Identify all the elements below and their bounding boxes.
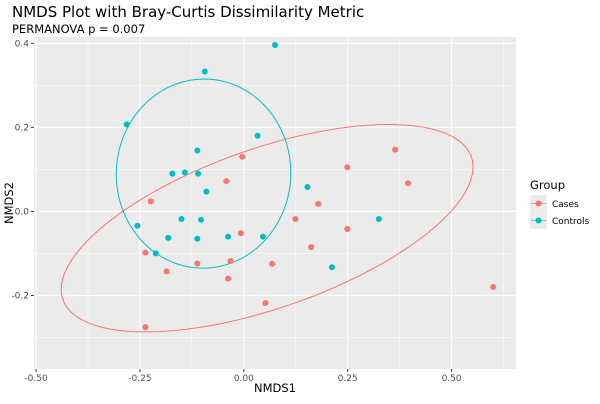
point-cases — [147, 198, 154, 205]
point-controls — [194, 235, 201, 242]
point-cases — [142, 323, 149, 330]
axes: -0.50 -0.25 0.00 0.25 0.50 -0.2 0.0 0.2 0.4 — [11, 39, 461, 384]
point-controls — [123, 121, 130, 128]
point-cases — [404, 180, 411, 187]
x-tick-label: 0.25 — [338, 374, 358, 384]
point-controls — [203, 188, 210, 195]
x-tick-label: -0.25 — [128, 374, 151, 384]
data-points — [123, 41, 497, 330]
y-tick-label: 0.0 — [15, 207, 30, 217]
point-controls — [169, 170, 176, 177]
legend-label-cases: Cases — [552, 200, 579, 210]
point-controls — [225, 233, 232, 240]
point-cases — [344, 164, 351, 171]
x-tick-label: -0.50 — [24, 374, 48, 384]
point-cases — [262, 300, 269, 307]
x-tick-label: 0.00 — [234, 374, 254, 384]
point-cases — [292, 215, 299, 222]
y-tick-label: 0.4 — [15, 39, 30, 49]
y-tick-label: -0.2 — [11, 291, 29, 301]
point-cases — [237, 230, 244, 237]
legend-title: Group — [530, 178, 565, 192]
point-controls — [152, 250, 159, 257]
plot-panel — [34, 37, 516, 369]
point-controls — [259, 233, 266, 240]
x-tick-label: 0.50 — [442, 374, 462, 384]
point-controls — [328, 264, 335, 271]
point-controls — [198, 216, 205, 223]
confidence-ellipses — [60, 78, 474, 333]
point-controls — [304, 184, 311, 191]
point-cases — [490, 284, 497, 291]
point-cases — [194, 260, 201, 267]
point-controls — [272, 41, 278, 48]
point-controls — [165, 234, 172, 241]
y-tick-label: 0.2 — [15, 123, 29, 133]
point-cases — [392, 146, 399, 153]
point-cases — [308, 244, 315, 251]
point-controls — [178, 215, 185, 222]
legend: Group Cases Controls — [530, 178, 590, 229]
point-controls — [375, 215, 382, 222]
point-controls — [254, 132, 261, 139]
point-controls — [194, 147, 201, 154]
ellipse-controls — [115, 78, 292, 269]
point-cases — [227, 257, 234, 264]
x-axis-label: NMDS1 — [254, 381, 296, 395]
point-controls — [201, 68, 208, 75]
point-controls — [181, 169, 188, 176]
point-cases — [163, 268, 170, 275]
chart-subtitle: PERMANOVA p = 0.007 — [12, 22, 145, 36]
point-cases — [225, 275, 232, 282]
point-cases — [269, 260, 276, 267]
point-cases — [142, 249, 149, 256]
chart-title: NMDS Plot with Bray-Curtis Dissimilarity… — [12, 3, 364, 21]
legend-label-controls: Controls — [552, 217, 590, 227]
point-cases — [344, 226, 351, 233]
point-controls — [134, 222, 141, 229]
point-cases — [315, 200, 322, 207]
ellipse-cases — [60, 123, 474, 333]
point-cases — [223, 178, 230, 185]
y-axis-label: NMDS2 — [2, 182, 16, 224]
point-controls — [195, 170, 202, 177]
point-cases — [239, 153, 246, 160]
